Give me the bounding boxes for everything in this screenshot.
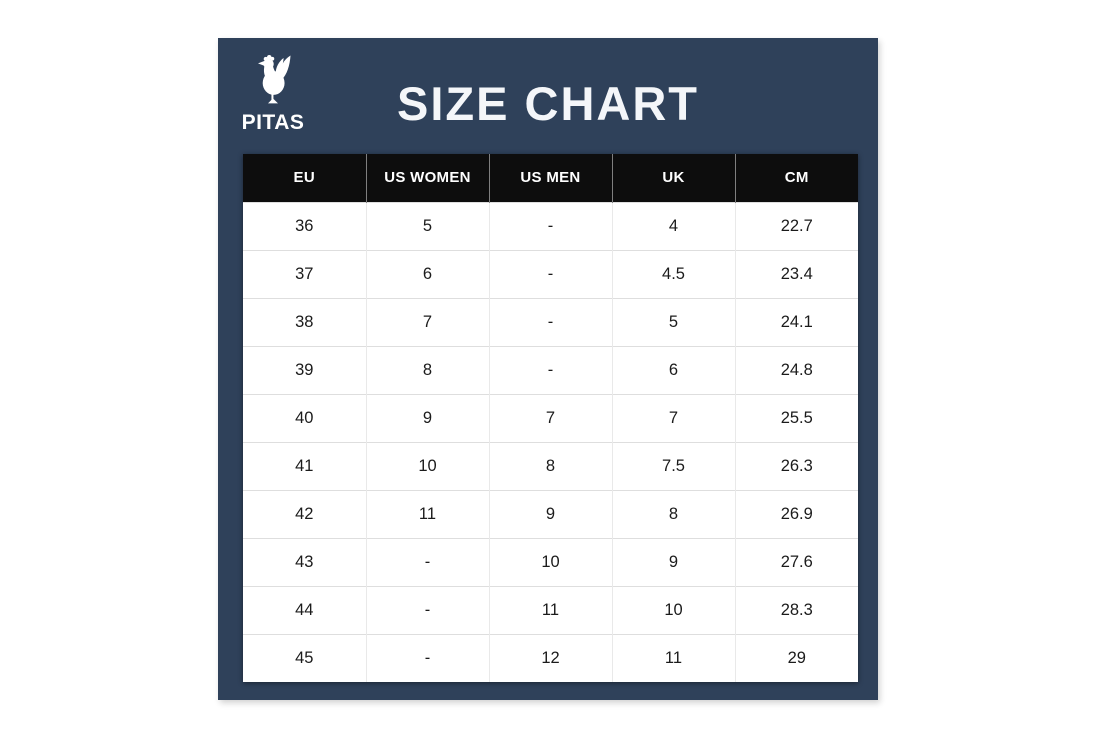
table-cell: 11: [611, 633, 735, 682]
table-header: EU US WOMEN US MEN UK CM: [243, 154, 858, 202]
table-cell: 26.3: [734, 441, 858, 490]
table-row: 36 5-4 22.7: [243, 201, 858, 250]
table-cell: -: [365, 585, 489, 634]
table-cell: 24.8: [734, 345, 858, 394]
column-header-cm: CM: [734, 154, 858, 202]
table-cell: 39: [243, 345, 366, 394]
table-cell: 7: [365, 297, 489, 346]
table-cell: 7: [488, 393, 612, 442]
table-cell: 5: [611, 297, 735, 346]
table-cell: 12: [488, 633, 612, 682]
table-cell: 23.4: [734, 249, 858, 298]
size-chart-table: EU US WOMEN US MEN UK CM 36 5-4 22.7 37 6-4.5 23.…: [243, 154, 858, 682]
table-cell: 9: [611, 537, 735, 586]
table-cell: 8: [488, 441, 612, 490]
table-cell: 45: [243, 633, 366, 682]
size-chart-panel: PITAS SIZE CHART EU US WOMEN US MEN UK CM 36…: [218, 38, 878, 700]
table-cell: 9: [488, 489, 612, 538]
table-cell: 10: [365, 441, 489, 490]
table-cell: 8: [365, 345, 489, 394]
table-cell: 41: [243, 441, 366, 490]
table-body: 36 5-4 22.7 37 6-4.5 23.4 38 7-5 24.1 39 8-6 24.8 40…: [243, 201, 858, 682]
table-cell: 43: [243, 537, 366, 586]
table-cell: 36: [243, 201, 366, 250]
page-title: SIZE CHART: [397, 77, 699, 130]
table-cell: 38: [243, 297, 366, 346]
table-cell: 28.3: [734, 585, 858, 634]
table-cell: 11: [365, 489, 489, 538]
table-cell: 11: [488, 585, 612, 634]
column-header-us-men: US MEN: [488, 154, 612, 202]
table-row: 44-11 10 28.3: [243, 585, 858, 634]
table-row: 43-10 9 27.6: [243, 537, 858, 586]
table-cell: -: [488, 249, 612, 298]
table-cell: 8: [611, 489, 735, 538]
table-cell: 4: [611, 201, 735, 250]
table-cell: 37: [243, 249, 366, 298]
table-cell: -: [365, 537, 489, 586]
table-cell: 27.6: [734, 537, 858, 586]
table-cell: 26.9: [734, 489, 858, 538]
table-row: 42 11 9 8 26.9: [243, 489, 858, 538]
header-row: EU US WOMEN US MEN UK CM: [243, 154, 858, 202]
table-cell: 10: [488, 537, 612, 586]
table-cell: 29: [734, 633, 858, 682]
table-cell: 10: [611, 585, 735, 634]
table-cell: 4.5: [611, 249, 735, 298]
table-cell: 5: [365, 201, 489, 250]
table-cell: 42: [243, 489, 366, 538]
table-cell: 22.7: [734, 201, 858, 250]
table-row: 38 7-5 24.1: [243, 297, 858, 346]
table-cell: 24.1: [734, 297, 858, 346]
table-cell: 7: [611, 393, 735, 442]
table-row: 41 10 8 7.5 26.3: [243, 441, 858, 490]
table-row: 45-12 11 29: [243, 633, 858, 682]
table-cell: 6: [611, 345, 735, 394]
rooster-icon: [258, 55, 291, 104]
table-cell: 44: [243, 585, 366, 634]
table-cell: 40: [243, 393, 366, 442]
table-cell: -: [488, 345, 612, 394]
column-header-eu: EU: [243, 154, 366, 202]
table-cell: -: [488, 297, 612, 346]
column-header-uk: UK: [611, 154, 735, 202]
table-row: 40 9 7 7 25.5: [243, 393, 858, 442]
brand-logo: PITAS: [238, 54, 308, 135]
table-cell: 9: [365, 393, 489, 442]
table-cell: -: [488, 201, 612, 250]
column-header-us-women: US WOMEN: [365, 154, 489, 202]
brand-name: PITAS: [241, 111, 305, 134]
table-row: 37 6-4.5 23.4: [243, 249, 858, 298]
table-cell: 6: [365, 249, 489, 298]
table-cell: -: [365, 633, 489, 682]
table-cell: 25.5: [734, 393, 858, 442]
table-cell: 7.5: [611, 441, 735, 490]
table-row: 39 8-6 24.8: [243, 345, 858, 394]
